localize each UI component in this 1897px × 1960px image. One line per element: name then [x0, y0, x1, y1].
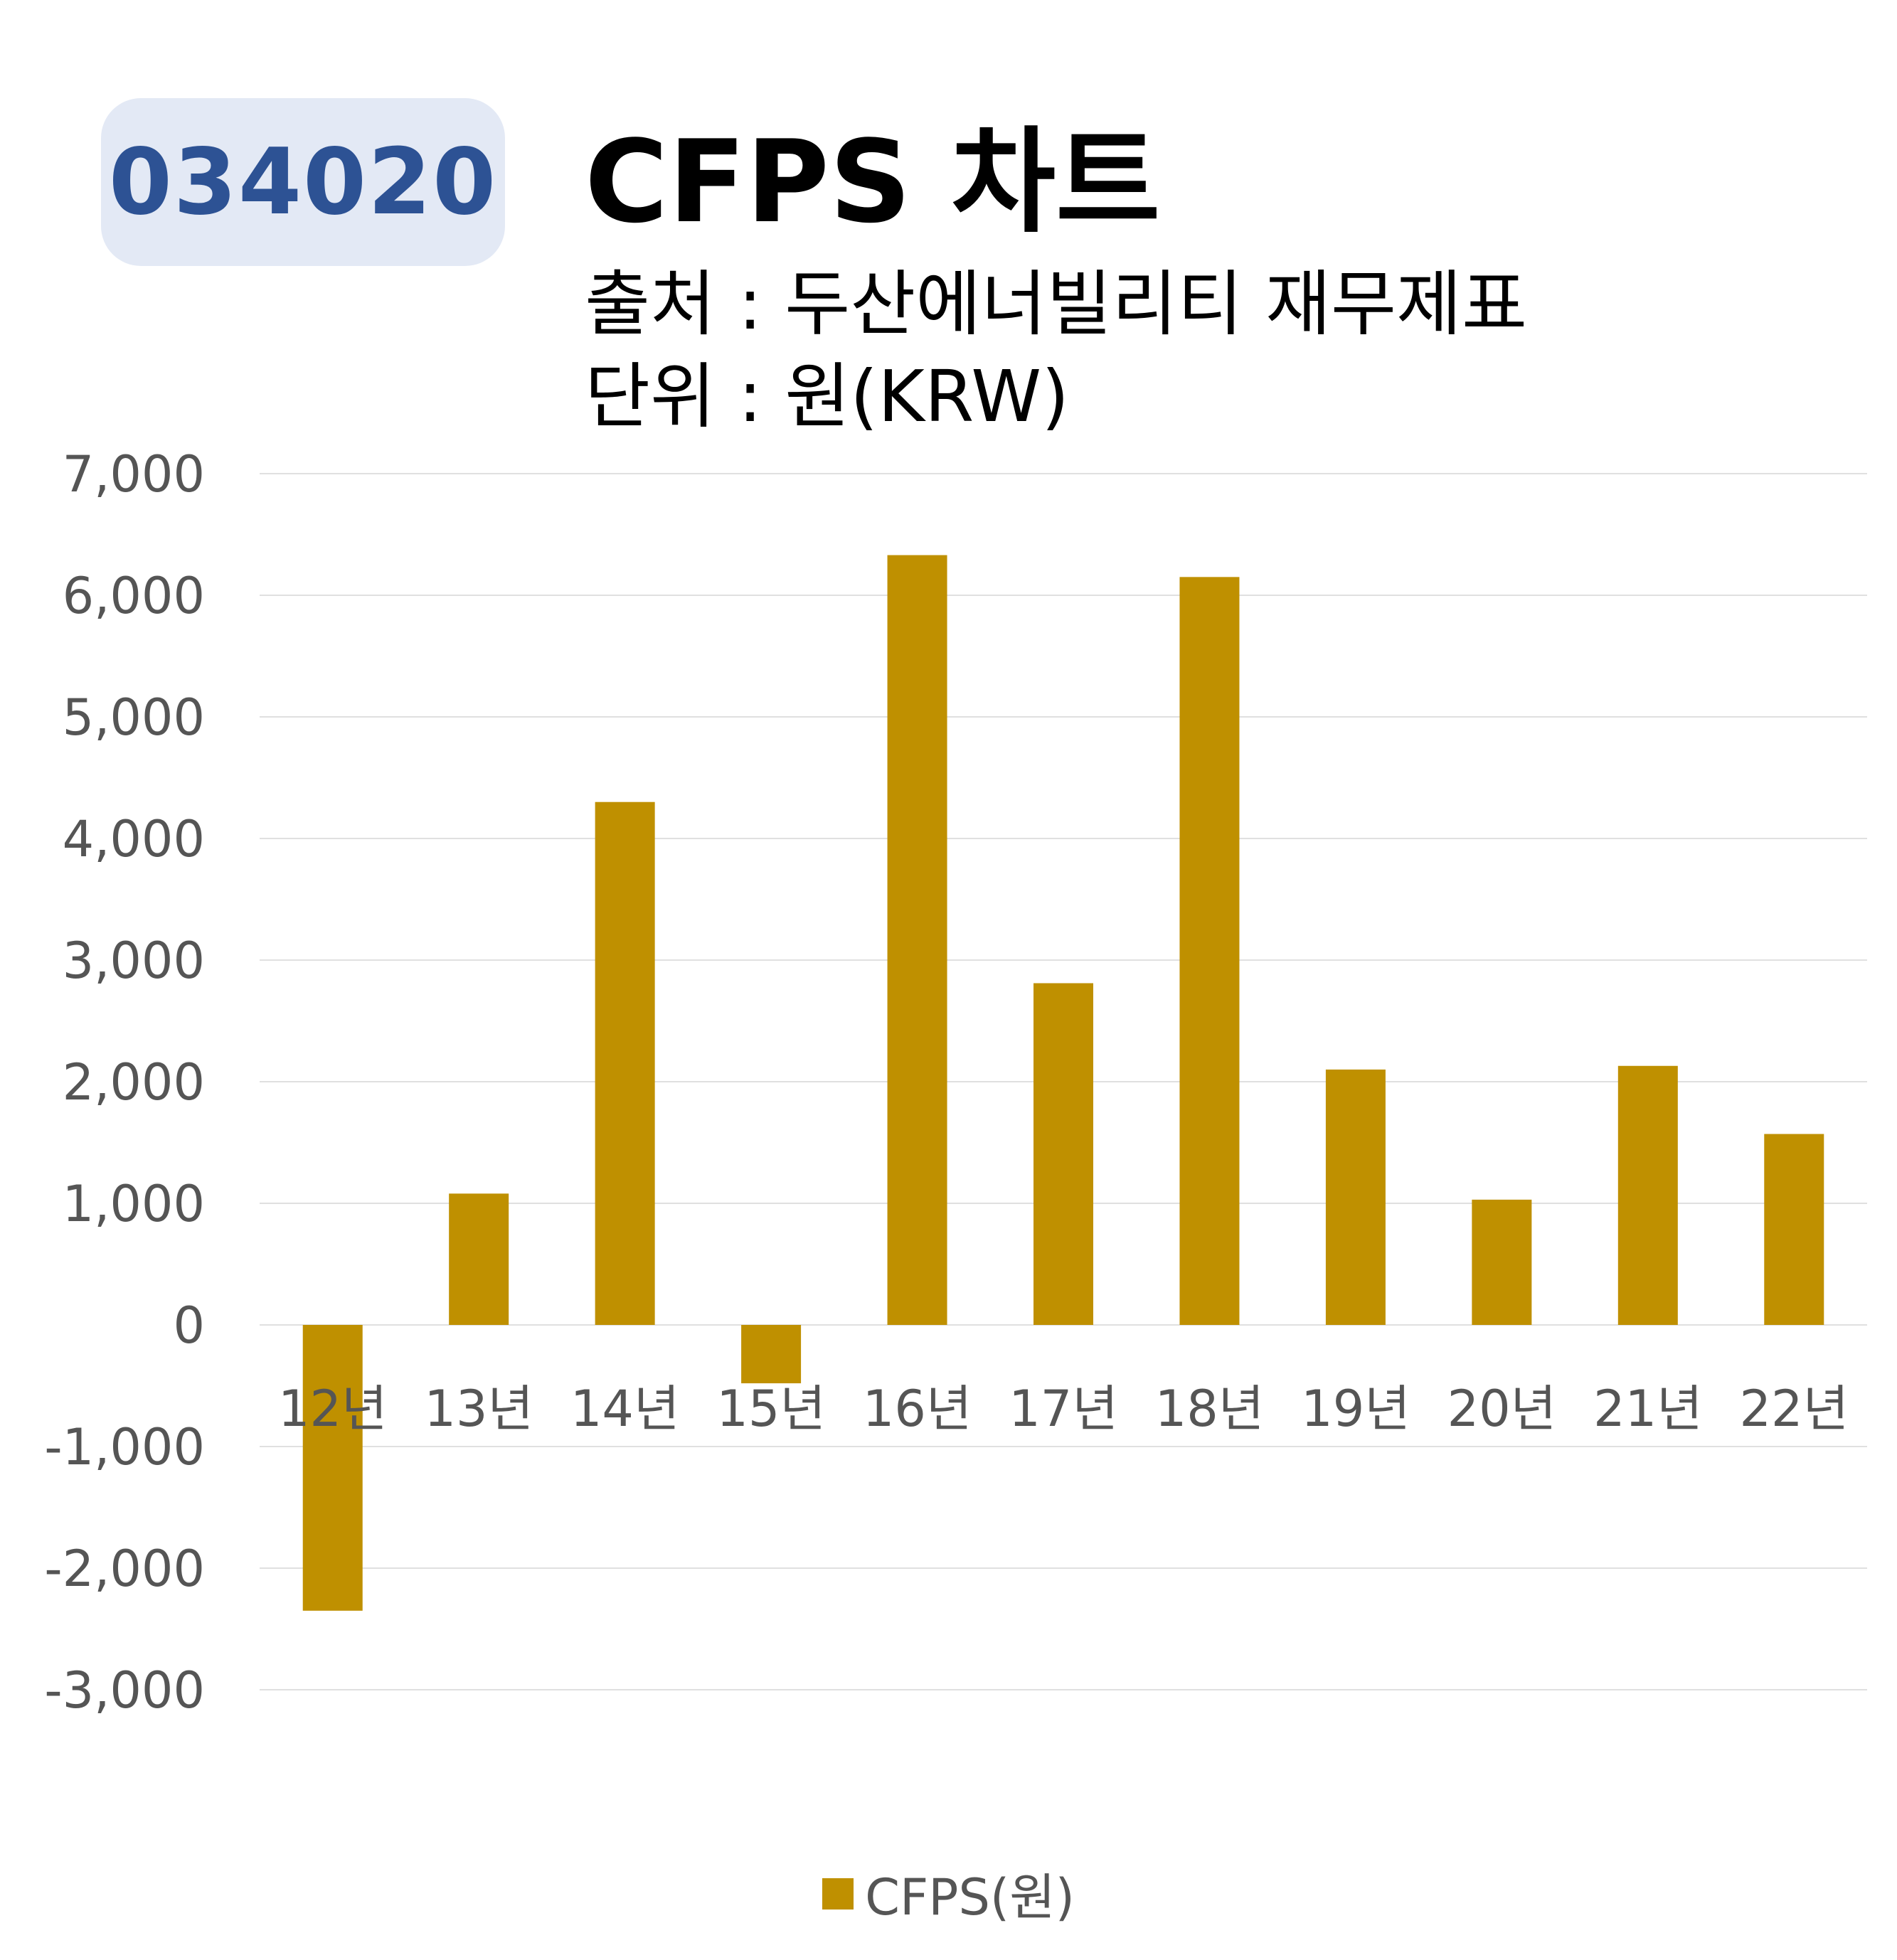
x-tick-label: 18년	[1155, 1380, 1264, 1438]
bar-14년	[595, 801, 655, 1325]
bar-12년	[302, 1325, 363, 1611]
bar-17년	[1033, 983, 1093, 1325]
unit-note: 단위 : 원(KRW)	[585, 355, 1070, 438]
x-tick-label: 16년	[863, 1380, 972, 1438]
y-tick-label: 4,000	[63, 810, 205, 868]
stock-code: 034020	[108, 129, 498, 235]
y-tick-label: 5,000	[63, 688, 205, 747]
y-tick-label: 0	[173, 1296, 205, 1355]
x-tick-label: 17년	[1009, 1380, 1117, 1438]
y-tick-label: 7,000	[63, 445, 205, 504]
bar-18년	[1179, 577, 1240, 1325]
chart-title: CFPS 차트	[585, 115, 1161, 248]
y-tick-label: 3,000	[63, 932, 205, 990]
bar-20년	[1472, 1199, 1532, 1325]
legend-label: CFPS(원)	[865, 1868, 1075, 1927]
x-tick-label: 13년	[424, 1380, 533, 1438]
x-tick-label: 20년	[1447, 1380, 1556, 1438]
y-tick-label: 6,000	[63, 567, 205, 625]
bar-21년	[1617, 1065, 1678, 1325]
legend-swatch	[822, 1878, 854, 1910]
source-note: 출처 : 두산에너빌리티 재무제표	[585, 262, 1528, 346]
bar-13년	[449, 1193, 509, 1325]
x-tick-label: 15년	[716, 1380, 825, 1438]
y-tick-label: -1,000	[44, 1418, 205, 1476]
y-tick-label: 2,000	[63, 1053, 205, 1112]
bar-16년	[887, 555, 947, 1325]
y-tick-label: -3,000	[44, 1661, 205, 1720]
x-tick-label: 21년	[1593, 1380, 1702, 1438]
y-tick-label: 1,000	[63, 1175, 205, 1233]
bar-19년	[1325, 1069, 1386, 1325]
x-tick-label: 12년	[278, 1380, 387, 1438]
legend: CFPS(원)	[0, 1858, 1897, 1929]
x-tick-label: 14년	[570, 1380, 679, 1438]
x-tick-label: 22년	[1740, 1380, 1849, 1438]
bar-15년	[741, 1325, 802, 1384]
stock-code-badge: 034020	[101, 98, 505, 266]
x-tick-label: 19년	[1301, 1380, 1410, 1438]
bar-22년	[1764, 1134, 1824, 1325]
y-tick-label: -2,000	[44, 1540, 205, 1598]
